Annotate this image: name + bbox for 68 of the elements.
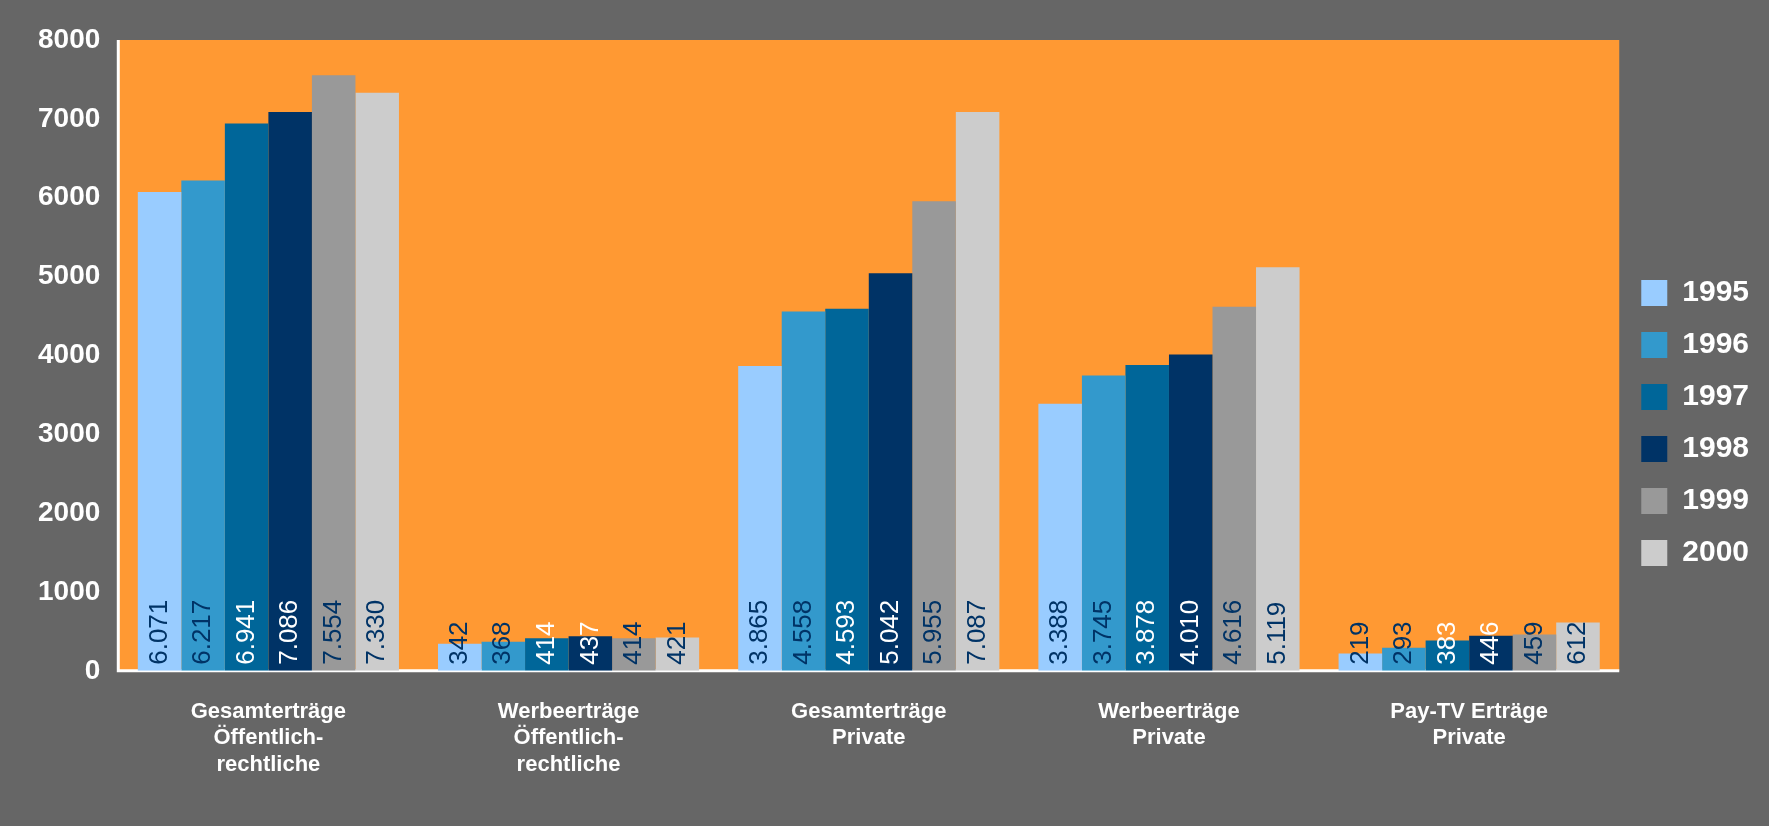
- legend-label: 1999: [1682, 482, 1750, 516]
- y-tick-label: 5000: [37, 259, 101, 291]
- data-label: 437: [573, 621, 604, 665]
- legend-label: 1996: [1682, 326, 1750, 360]
- data-label: 383: [1430, 621, 1461, 665]
- bar: [268, 112, 312, 671]
- data-label: 6.071: [142, 599, 173, 665]
- data-label: 219: [1343, 621, 1374, 665]
- data-label: 3.745: [1086, 599, 1117, 665]
- bar: [224, 123, 269, 671]
- bar: [1125, 365, 1169, 671]
- x-tick-label: Gesamterträge Private: [791, 698, 947, 750]
- bar: [311, 75, 356, 671]
- legend-label: 2000: [1682, 534, 1750, 568]
- bar: [181, 180, 225, 671]
- data-label: 368: [486, 621, 517, 665]
- data-label: 5.119: [1260, 601, 1291, 665]
- data-label: 7.330: [360, 599, 391, 665]
- bar: [912, 201, 956, 671]
- data-label: 4.616: [1217, 599, 1248, 665]
- x-tick-label: Pay-TV Erträge Private: [1390, 698, 1549, 750]
- bar: [1256, 267, 1300, 671]
- legend-label: 1998: [1682, 430, 1750, 464]
- y-tick-label: 3000: [37, 416, 101, 448]
- legend-label: 1997: [1682, 378, 1750, 412]
- data-label: 7.554: [316, 599, 347, 665]
- legend-label: 1995: [1682, 274, 1750, 308]
- data-label: 446: [1474, 621, 1505, 665]
- data-label: 414: [617, 621, 648, 665]
- bar: [1081, 375, 1126, 671]
- bar: [1038, 403, 1082, 671]
- y-tick-label: 7000: [37, 101, 101, 133]
- data-label: 3.878: [1130, 599, 1161, 665]
- data-label: 7.086: [273, 599, 304, 665]
- data-label: 6.217: [186, 599, 217, 665]
- y-tick-label: 1000: [37, 574, 101, 606]
- data-label: 6.941: [229, 599, 260, 665]
- data-label: 421: [660, 621, 691, 665]
- data-label: 293: [1387, 621, 1418, 665]
- bar: [137, 192, 182, 671]
- bar: [355, 92, 399, 671]
- data-label: 5.955: [917, 599, 948, 665]
- data-label: 414: [529, 621, 560, 665]
- y-tick-label: 4000: [37, 338, 101, 370]
- y-tick-label: 6000: [37, 180, 101, 212]
- y-tick-label: 8000: [37, 22, 101, 54]
- data-label: 342: [442, 621, 473, 665]
- data-label: 459: [1517, 621, 1548, 665]
- data-label: 5.042: [873, 599, 904, 665]
- data-label: 7.087: [960, 599, 991, 665]
- data-label: 4.010: [1173, 599, 1204, 665]
- data-label: 3.865: [743, 599, 774, 665]
- bar: [1212, 306, 1257, 671]
- y-tick-label: 2000: [37, 495, 101, 527]
- bar: [781, 311, 826, 671]
- bar: [955, 111, 1000, 671]
- data-label: 4.593: [830, 599, 861, 665]
- y-tick-label: 0: [84, 653, 101, 685]
- x-tick-label: Gesamterträge Öffentlich-rechtliche: [190, 698, 347, 776]
- data-label: 3.388: [1043, 599, 1074, 665]
- data-label: 612: [1561, 621, 1592, 665]
- bar: [738, 366, 782, 671]
- bar: [1168, 354, 1213, 671]
- data-label: 4.558: [786, 599, 817, 665]
- x-tick-label: Werbeerträge Private: [1098, 698, 1240, 750]
- x-tick-label: Werbeerträge Öffentlich-rechtliche: [497, 698, 640, 776]
- bar: [868, 273, 913, 671]
- bar: [825, 308, 869, 671]
